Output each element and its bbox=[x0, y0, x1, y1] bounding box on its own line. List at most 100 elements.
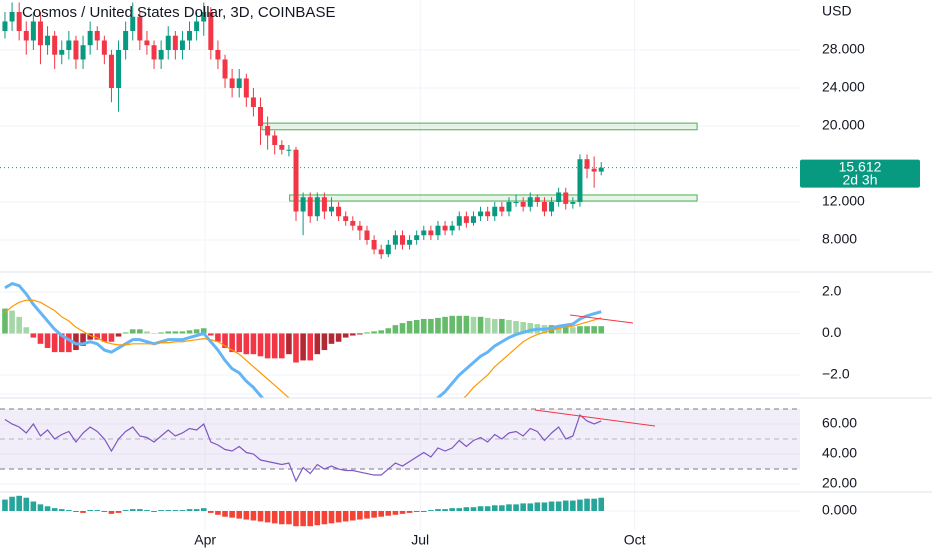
macd-histogram-bar bbox=[179, 331, 186, 334]
candle-body bbox=[236, 78, 242, 88]
candle-body bbox=[201, 11, 207, 22]
oscillator-bar bbox=[584, 498, 590, 511]
rsi-pane bbox=[0, 408, 800, 483]
oscillator-bar bbox=[73, 511, 79, 512]
oscillator-bar bbox=[193, 509, 200, 511]
oscillator-bar bbox=[598, 497, 605, 511]
macd-histogram-bar bbox=[449, 315, 455, 334]
oscillator-bar bbox=[562, 500, 569, 511]
macd-histogram-bar bbox=[222, 333, 228, 348]
candle-body bbox=[80, 45, 86, 60]
oscillator-bar bbox=[357, 511, 363, 520]
candle-body bbox=[570, 201, 576, 204]
candle-body bbox=[9, 11, 15, 22]
macd-histogram-bar bbox=[200, 328, 207, 334]
macd-histogram-bar bbox=[44, 333, 51, 348]
oscillator-bar bbox=[172, 510, 179, 511]
macd-histogram-bar bbox=[23, 327, 30, 334]
macd-histogram-bar bbox=[378, 330, 384, 334]
oscillator-bar bbox=[271, 511, 278, 524]
macd-histogram-bar bbox=[229, 333, 235, 353]
candle-body bbox=[577, 159, 583, 202]
macd-histogram-bar bbox=[570, 327, 576, 334]
y-tick-label: 0.000 bbox=[822, 502, 857, 518]
macd-histogram-bar bbox=[122, 332, 129, 334]
macd-histogram-bar bbox=[577, 326, 583, 334]
candle-body bbox=[23, 30, 29, 41]
y-tick-label: 24.000 bbox=[822, 79, 865, 95]
candle-body bbox=[357, 225, 363, 231]
macd-histogram-bar bbox=[342, 333, 349, 338]
candle-body bbox=[520, 201, 526, 207]
macd-histogram-bar bbox=[215, 333, 221, 342]
oscillator-bar bbox=[491, 505, 498, 511]
macd-histogram-bar bbox=[94, 333, 101, 340]
candle-body bbox=[229, 78, 235, 88]
candle-body bbox=[123, 30, 129, 50]
candle-body bbox=[399, 235, 405, 245]
macd-histogram-bar bbox=[165, 331, 172, 334]
oscillator-bar bbox=[534, 502, 541, 511]
macd-histogram-bar bbox=[520, 322, 526, 334]
oscillator-bar bbox=[577, 499, 583, 511]
macd-histogram-bar bbox=[506, 319, 512, 334]
macd-histogram-bar bbox=[137, 329, 143, 334]
candle-body bbox=[343, 216, 349, 221]
macd-histogram-bar bbox=[279, 333, 285, 359]
macd-histogram-bar bbox=[87, 333, 93, 340]
oscillator-bar bbox=[484, 506, 491, 511]
y-tick-label: 20.00 bbox=[822, 475, 857, 491]
oscillator-bar bbox=[129, 509, 136, 511]
oscillator-bar bbox=[30, 501, 37, 511]
macd-axis: 2.0 0.0 −2.0 bbox=[822, 283, 850, 382]
candle-body bbox=[598, 167, 604, 172]
oscillator-bar bbox=[555, 501, 562, 511]
macd-histogram-bar bbox=[115, 333, 122, 337]
candle-body bbox=[314, 197, 320, 217]
macd-histogram-bar bbox=[208, 333, 214, 336]
oscillator-bar bbox=[208, 511, 214, 513]
price-label-text: 15.612 bbox=[839, 158, 882, 174]
candle-body bbox=[208, 11, 214, 50]
macd-histogram-bar bbox=[413, 319, 420, 334]
macd-histogram-bar bbox=[513, 320, 519, 334]
candle-body bbox=[421, 230, 427, 236]
candle-body bbox=[541, 201, 547, 212]
macd-histogram-bar bbox=[193, 329, 200, 334]
macd-histogram-bar bbox=[186, 330, 193, 334]
y-tick-label: 12.000 bbox=[822, 193, 865, 209]
y-tick-label: 8.000 bbox=[822, 231, 857, 247]
oscillator-bar bbox=[215, 511, 221, 515]
candle-body bbox=[286, 149, 292, 151]
oscillator-bar bbox=[144, 510, 150, 511]
candle-body bbox=[250, 97, 256, 107]
oscillator-bar bbox=[520, 503, 526, 511]
oscillator-bar bbox=[541, 502, 548, 511]
price-axis: 28.000 24.000 20.000 12.000 8.000 bbox=[822, 41, 865, 247]
candle-body bbox=[300, 197, 306, 212]
macd-histogram-bar bbox=[80, 333, 86, 346]
candle-body bbox=[73, 40, 79, 60]
macd-histogram-bar bbox=[442, 316, 448, 334]
candle-body bbox=[549, 201, 555, 212]
oscillator-bar bbox=[108, 511, 115, 514]
candle-body bbox=[151, 45, 157, 60]
oscillator-bar bbox=[435, 509, 441, 511]
trend-line bbox=[534, 409, 656, 427]
candle-body bbox=[534, 197, 540, 202]
macd-histogram-bar bbox=[37, 333, 44, 344]
candle-body bbox=[414, 235, 420, 240]
macd-histogram-bar bbox=[562, 326, 569, 334]
oscillator-bar bbox=[463, 507, 470, 511]
macd-histogram-bar bbox=[591, 326, 597, 334]
candle-body bbox=[187, 30, 193, 41]
macd-histogram-bar bbox=[271, 333, 278, 359]
oscillator-bar bbox=[16, 495, 22, 511]
oscillator-bar bbox=[23, 497, 30, 511]
oscillator-bar bbox=[442, 509, 448, 511]
oscillator-bar bbox=[179, 510, 186, 511]
oscillator-bar bbox=[186, 509, 193, 511]
candle-body bbox=[87, 30, 93, 46]
macd-histogram-bar bbox=[172, 331, 179, 334]
